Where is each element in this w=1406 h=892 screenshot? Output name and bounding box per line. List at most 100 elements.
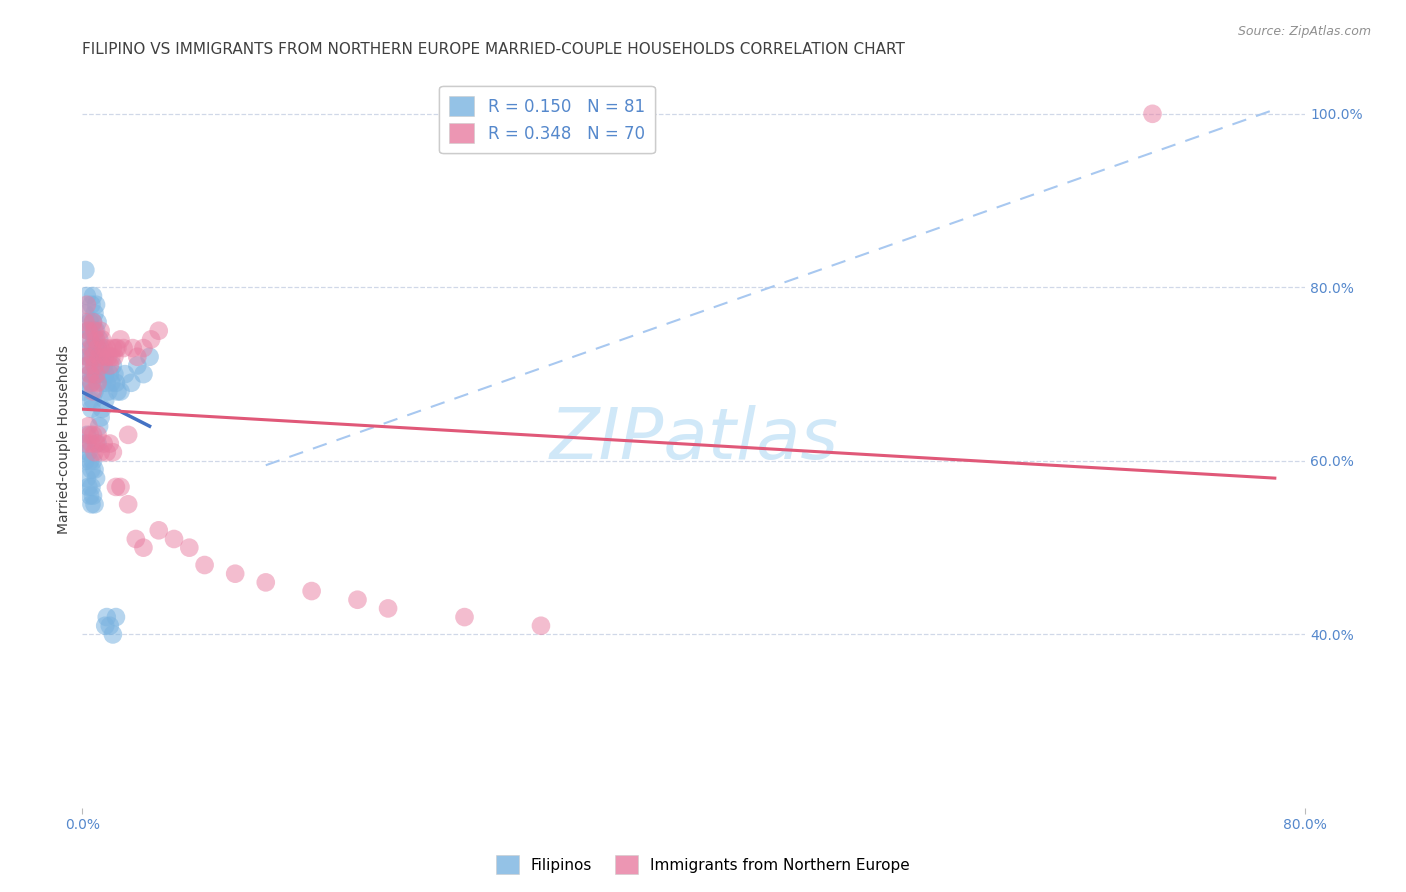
Point (90, 359, 112, 373)
Point (80, 324, 103, 338)
Point (83, 359, 105, 373)
Point (254, 575, 277, 590)
Point (101, 627, 124, 641)
Point (127, 359, 149, 373)
Point (112, 341, 135, 355)
Point (84, 350, 107, 364)
Point (79, 367, 101, 381)
Point (86, 436, 108, 450)
Point (82, 341, 104, 355)
Point (114, 367, 136, 381)
Point (77, 480, 100, 494)
Point (98, 359, 121, 373)
Point (101, 359, 124, 373)
Point (132, 367, 155, 381)
Point (79, 489, 101, 503)
Point (90, 410, 112, 425)
Point (84, 436, 107, 450)
Point (87, 359, 110, 373)
Point (84, 367, 107, 381)
Point (132, 341, 155, 355)
Point (86, 376, 108, 390)
Point (101, 341, 124, 355)
Point (83, 306, 105, 320)
Point (76, 333, 98, 347)
Point (76, 436, 98, 450)
Point (83, 445, 105, 459)
Point (86, 315, 108, 329)
Point (96, 376, 118, 390)
Point (98, 367, 121, 381)
Point (163, 532, 186, 546)
Point (91, 350, 114, 364)
Point (82, 384, 104, 399)
Point (73, 384, 96, 399)
Point (84, 471, 107, 485)
Point (98, 619, 121, 633)
Point (179, 541, 201, 555)
Point (79, 367, 101, 381)
Point (82, 454, 104, 468)
Point (148, 524, 170, 538)
Point (80, 462, 103, 476)
Point (77, 350, 100, 364)
Point (94, 619, 117, 633)
Point (79, 393, 101, 408)
Point (76, 350, 98, 364)
Point (82, 489, 104, 503)
Point (110, 384, 132, 399)
Point (86, 341, 108, 355)
Point (138, 350, 160, 364)
Text: ZIPatlas: ZIPatlas (550, 405, 838, 474)
Point (80, 376, 103, 390)
Point (107, 384, 129, 399)
Point (194, 558, 217, 572)
Point (82, 393, 104, 408)
Point (93, 436, 115, 450)
Point (82, 367, 104, 381)
Point (73, 436, 96, 450)
Point (104, 480, 127, 494)
Point (107, 341, 129, 355)
Point (96, 445, 118, 459)
Legend: R = 0.150   N = 81, R = 0.348   N = 70: R = 0.150 N = 81, R = 0.348 N = 70 (439, 87, 655, 153)
Point (90, 445, 112, 459)
Point (75, 306, 97, 320)
Point (79, 333, 101, 347)
Point (80, 480, 103, 494)
Point (80, 436, 103, 450)
Point (91, 401, 114, 416)
Point (96, 341, 118, 355)
Point (75, 263, 97, 277)
Point (76, 428, 98, 442)
Point (82, 315, 104, 329)
Point (84, 298, 107, 312)
Point (91, 333, 114, 347)
Point (98, 436, 121, 450)
Point (100, 350, 122, 364)
Point (76, 289, 98, 303)
Text: Source: ZipAtlas.com: Source: ZipAtlas.com (1237, 25, 1371, 38)
Point (86, 341, 108, 355)
Point (77, 359, 100, 373)
Point (83, 359, 105, 373)
Point (86, 367, 108, 381)
Point (77, 324, 100, 338)
Point (84, 324, 107, 338)
Point (346, 592, 368, 607)
Point (80, 298, 103, 312)
Point (75, 454, 97, 468)
Point (1142, 107, 1164, 121)
Point (301, 584, 323, 599)
Point (80, 401, 103, 416)
Point (104, 341, 127, 355)
Point (148, 324, 170, 338)
Point (76, 298, 98, 312)
Point (90, 341, 112, 355)
Point (79, 428, 101, 442)
Point (82, 428, 104, 442)
Point (132, 541, 155, 555)
Point (127, 350, 149, 364)
Point (453, 610, 475, 624)
Point (97, 384, 120, 399)
